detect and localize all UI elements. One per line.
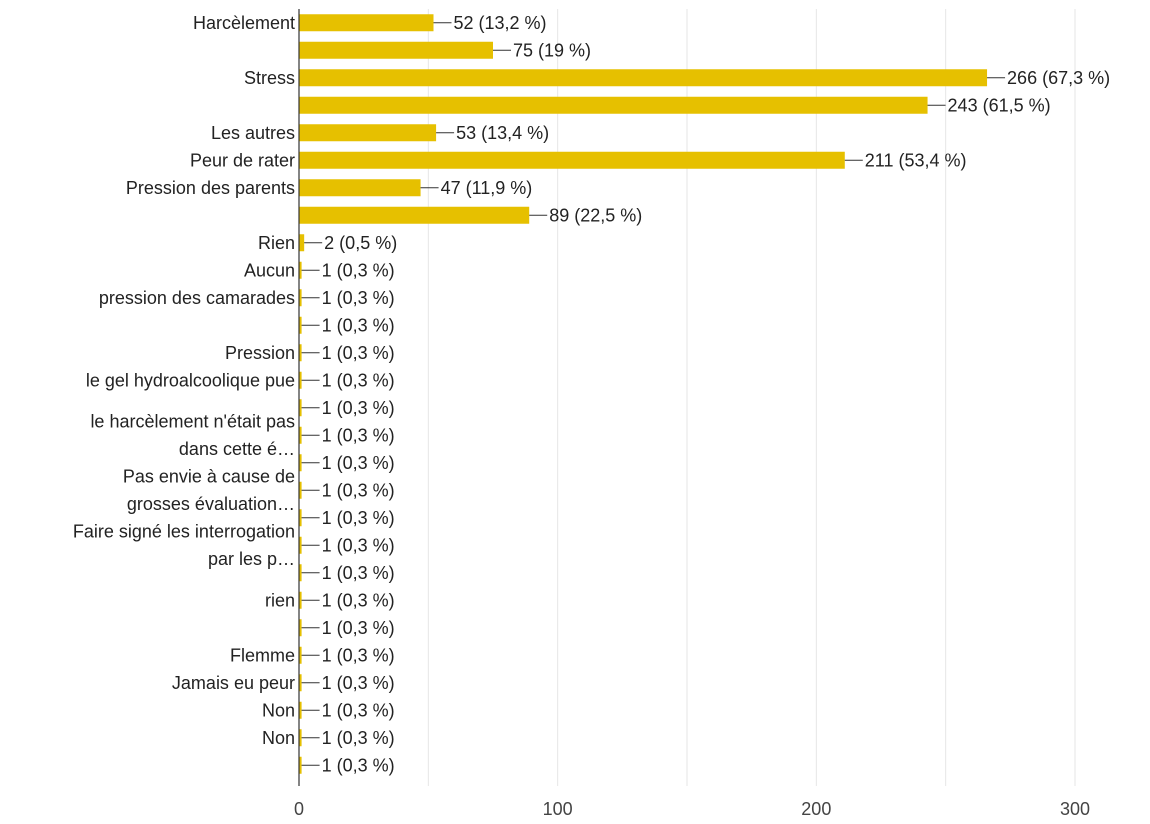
- bar: [299, 151, 845, 169]
- category-label: rien: [265, 590, 295, 610]
- category-label: Jamais eu peur: [172, 673, 295, 693]
- grid-lines: [427, 9, 1076, 786]
- x-tick-label: 100: [543, 799, 573, 819]
- value-label: 53 (13,4 %): [456, 123, 549, 143]
- value-label: 1 (0,3 %): [322, 480, 395, 500]
- x-tick-label: 300: [1060, 799, 1090, 819]
- value-label: 1 (0,3 %): [322, 425, 395, 445]
- value-label: 1 (0,3 %): [322, 590, 395, 610]
- bar: [299, 41, 493, 59]
- value-label: 1 (0,3 %): [322, 728, 395, 748]
- category-label: Pression: [225, 343, 295, 363]
- bar: [299, 124, 437, 142]
- bar: [299, 289, 302, 307]
- value-label: 211 (53,4 %): [865, 150, 967, 170]
- value-label: 1 (0,3 %): [322, 508, 395, 528]
- bar: [299, 701, 302, 719]
- bar: [299, 261, 302, 279]
- value-label: 1 (0,3 %): [322, 343, 395, 363]
- value-label: 47 (11,9 %): [441, 178, 533, 198]
- bar: [299, 756, 302, 774]
- value-label: 1 (0,3 %): [322, 260, 395, 280]
- category-label: grosses évaluation…: [127, 494, 295, 514]
- category-label: Peur de rater: [190, 150, 295, 170]
- category-label: Non: [262, 700, 295, 720]
- category-label: Pression des parents: [126, 178, 295, 198]
- category-label: Pas envie à cause de: [123, 467, 295, 487]
- value-label: 1 (0,3 %): [322, 453, 395, 473]
- value-label: 52 (13,2 %): [454, 13, 547, 33]
- bar: [299, 399, 302, 417]
- category-label: Non: [262, 728, 295, 748]
- value-label: 1 (0,3 %): [322, 563, 395, 583]
- category-label: Les autres: [211, 123, 295, 143]
- category-label: Faire signé les interrogation: [73, 522, 295, 542]
- bar: [299, 179, 421, 197]
- category-label: Harcèlement: [193, 13, 295, 33]
- value-label: 89 (22,5 %): [549, 205, 642, 225]
- category-label: par les p…: [208, 549, 295, 569]
- bar: [299, 14, 434, 32]
- value-label: 1 (0,3 %): [322, 535, 395, 555]
- value-label: 1 (0,3 %): [322, 700, 395, 720]
- bars: [299, 14, 988, 774]
- bar: [299, 674, 302, 692]
- bar: [299, 564, 302, 582]
- bar: [299, 344, 302, 362]
- bar: [299, 371, 302, 389]
- value-label: 1 (0,3 %): [322, 398, 395, 418]
- category-label: pression des camarades: [99, 288, 295, 308]
- category-label: le harcèlement n'était pas: [90, 412, 295, 432]
- category-label: Flemme: [230, 645, 295, 665]
- bar: [299, 234, 305, 252]
- bar: [299, 426, 302, 444]
- value-label: 266 (67,3 %): [1007, 68, 1110, 88]
- category-label: le gel hydroalcoolique pue: [86, 370, 295, 390]
- bar: [299, 481, 302, 499]
- category-labels: Harcèlement Stress Les autres Peur de rater…: [73, 13, 295, 748]
- value-label: 75 (19 %): [513, 40, 591, 60]
- bar: [299, 591, 302, 609]
- bar: [299, 316, 302, 334]
- bar: [299, 619, 302, 637]
- category-label: Aucun: [244, 260, 295, 280]
- value-labels: 52 (13,2 %) 75 (19 %) 266 (67,3 %) 243 (61,…: [301, 13, 1110, 775]
- bar: [299, 96, 928, 114]
- value-label: 2 (0,5 %): [324, 233, 397, 253]
- category-label: Stress: [244, 68, 295, 88]
- bar: [299, 509, 302, 527]
- bar: [299, 536, 302, 554]
- value-label: 1 (0,3 %): [322, 645, 395, 665]
- value-label: 1 (0,3 %): [322, 288, 395, 308]
- value-label: 243 (61,5 %): [948, 95, 1051, 115]
- value-label: 1 (0,3 %): [322, 755, 395, 775]
- category-label: dans cette é…: [179, 439, 295, 459]
- bar: [299, 206, 530, 224]
- x-tick-label: 200: [801, 799, 831, 819]
- bar: [299, 729, 302, 747]
- value-label: 1 (0,3 %): [322, 673, 395, 693]
- value-label: 1 (0,3 %): [322, 315, 395, 335]
- bar: [299, 646, 302, 664]
- x-tick-label: 0: [294, 799, 304, 819]
- value-label: 1 (0,3 %): [322, 618, 395, 638]
- value-label: 1 (0,3 %): [322, 370, 395, 390]
- x-tick-labels: 0 100 200 300: [294, 799, 1090, 819]
- bar: [299, 69, 988, 87]
- bar: [299, 454, 302, 472]
- category-label: Rien: [258, 233, 295, 253]
